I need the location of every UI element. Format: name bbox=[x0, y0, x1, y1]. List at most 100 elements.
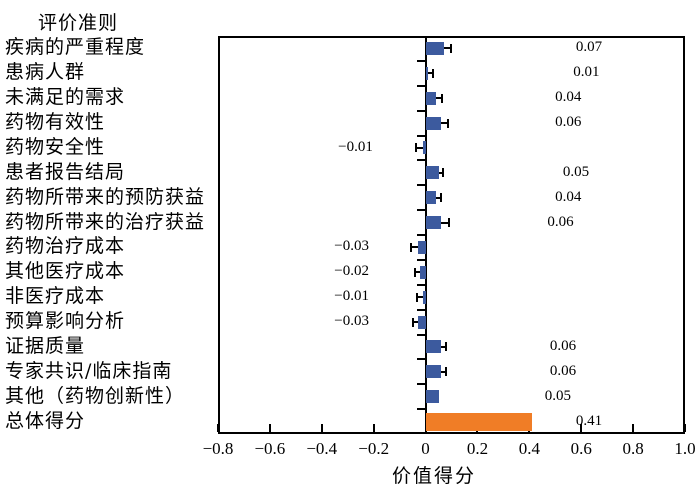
criterion-bar bbox=[425, 340, 442, 354]
criterion-bar bbox=[425, 41, 444, 55]
value-label: 0.05 bbox=[562, 163, 590, 180]
x-axis-tick bbox=[684, 424, 686, 432]
x-axis-tick bbox=[580, 424, 583, 432]
error-bar bbox=[416, 146, 423, 149]
criterion-bar bbox=[425, 166, 439, 180]
value-label: 0.41 bbox=[575, 412, 603, 429]
criterion-bar bbox=[425, 116, 442, 130]
x-axis-tick-label: 1.0 bbox=[674, 439, 696, 458]
criterion-bar bbox=[422, 290, 426, 304]
x-axis-tick-label: −0.6 bbox=[254, 439, 286, 458]
error-bar bbox=[435, 196, 441, 199]
category-label: 其他（药物创新性） bbox=[5, 384, 186, 407]
y-axis-tick bbox=[416, 358, 425, 361]
x-axis-tick bbox=[372, 424, 375, 432]
error-bar-cap bbox=[415, 143, 418, 153]
error-bar bbox=[412, 321, 418, 324]
x-axis-tick-label: 0 bbox=[421, 439, 430, 458]
x-axis-tick bbox=[217, 424, 219, 432]
error-bar-cap bbox=[440, 93, 443, 103]
category-label: 总体得分 bbox=[5, 409, 86, 432]
value-label: 0.04 bbox=[555, 188, 582, 205]
error-bar-cap bbox=[416, 292, 419, 302]
criterion-bar bbox=[425, 390, 439, 404]
y-axis-tick bbox=[416, 333, 425, 336]
value-label: 0.04 bbox=[555, 89, 582, 106]
y-axis-tick bbox=[416, 184, 425, 187]
category-label: 药物安全性 bbox=[5, 135, 106, 158]
error-bar-cap bbox=[411, 317, 414, 327]
error-bar-cap bbox=[413, 267, 416, 277]
error-bar bbox=[411, 246, 418, 249]
total-score-bar bbox=[425, 412, 532, 431]
y-axis-title: 评价准则 bbox=[38, 12, 119, 34]
value-label: −0.02 bbox=[334, 263, 369, 280]
error-bar bbox=[417, 296, 423, 299]
error-bar bbox=[414, 271, 421, 274]
error-bar-cap bbox=[448, 218, 451, 228]
error-bar bbox=[441, 370, 446, 373]
value-label: 0.05 bbox=[544, 387, 571, 404]
error-bar bbox=[441, 221, 450, 224]
value-label: 0.06 bbox=[549, 362, 577, 379]
category-label: 专家共识/临床指南 bbox=[5, 359, 173, 382]
x-axis-tick-label: 0.4 bbox=[518, 439, 540, 458]
value-label: −0.01 bbox=[338, 138, 373, 155]
y-axis-tick bbox=[416, 159, 425, 162]
value-label: 0.01 bbox=[573, 64, 600, 81]
y-axis-tick bbox=[416, 308, 425, 311]
value-label: 0.06 bbox=[549, 337, 577, 354]
category-label: 证据质量 bbox=[5, 334, 86, 357]
category-label: 药物所带来的治疗获益 bbox=[5, 210, 206, 233]
error-bar bbox=[435, 97, 442, 100]
x-axis-tick bbox=[632, 424, 635, 432]
error-bar-cap bbox=[431, 68, 434, 78]
criterion-bar bbox=[417, 315, 426, 329]
error-bar bbox=[441, 122, 448, 125]
value-label: −0.01 bbox=[334, 288, 369, 305]
error-bar bbox=[441, 345, 446, 348]
criterion-bar bbox=[417, 240, 426, 254]
plot-frame bbox=[218, 36, 685, 434]
y-axis-tick bbox=[416, 209, 425, 212]
criterion-bar bbox=[425, 191, 436, 205]
error-bar-cap bbox=[439, 193, 442, 203]
category-label: 未满足的需求 bbox=[5, 86, 126, 109]
value-label: 0.06 bbox=[555, 114, 582, 131]
x-axis-tick-label: −0.8 bbox=[202, 439, 234, 458]
y-axis-tick bbox=[416, 59, 425, 62]
error-bar-cap bbox=[444, 367, 447, 377]
x-axis-tick-label: 0.2 bbox=[466, 439, 489, 458]
category-label: 疾病的严重程度 bbox=[5, 36, 146, 59]
value-label: −0.03 bbox=[334, 238, 369, 255]
criterion-bar bbox=[420, 265, 426, 279]
y-axis-tick bbox=[416, 234, 425, 236]
x-axis-tick-label: 0.6 bbox=[570, 439, 592, 458]
y-axis-tick bbox=[416, 383, 425, 386]
value-label: 0.06 bbox=[547, 213, 574, 230]
x-axis-tick bbox=[320, 424, 323, 432]
x-axis-tick-label: −0.4 bbox=[306, 439, 338, 458]
category-label: 患者报告结局 bbox=[5, 160, 126, 183]
x-axis-label: 价值得分 bbox=[391, 465, 476, 487]
error-bar-cap bbox=[441, 168, 444, 178]
category-label: 药物所带来的预防获益 bbox=[5, 185, 206, 208]
category-label: 其他医疗成本 bbox=[5, 260, 126, 283]
x-axis-tick bbox=[268, 424, 271, 432]
error-bar bbox=[443, 47, 451, 50]
category-label: 非医疗成本 bbox=[5, 285, 106, 308]
criterion-bar bbox=[425, 365, 442, 379]
category-label: 药物治疗成本 bbox=[5, 235, 126, 258]
x-axis-tick-label: 0.8 bbox=[622, 439, 644, 458]
y-axis-tick bbox=[416, 134, 425, 137]
error-bar-cap bbox=[449, 43, 452, 53]
error-bar-cap bbox=[410, 242, 413, 252]
criterion-bar bbox=[425, 216, 442, 230]
y-axis-tick bbox=[416, 408, 425, 411]
category-label: 患病人群 bbox=[5, 61, 86, 84]
zero-baseline bbox=[424, 36, 427, 434]
error-bar-cap bbox=[446, 118, 449, 128]
value-label: −0.03 bbox=[334, 313, 369, 330]
y-axis-tick bbox=[416, 109, 425, 112]
